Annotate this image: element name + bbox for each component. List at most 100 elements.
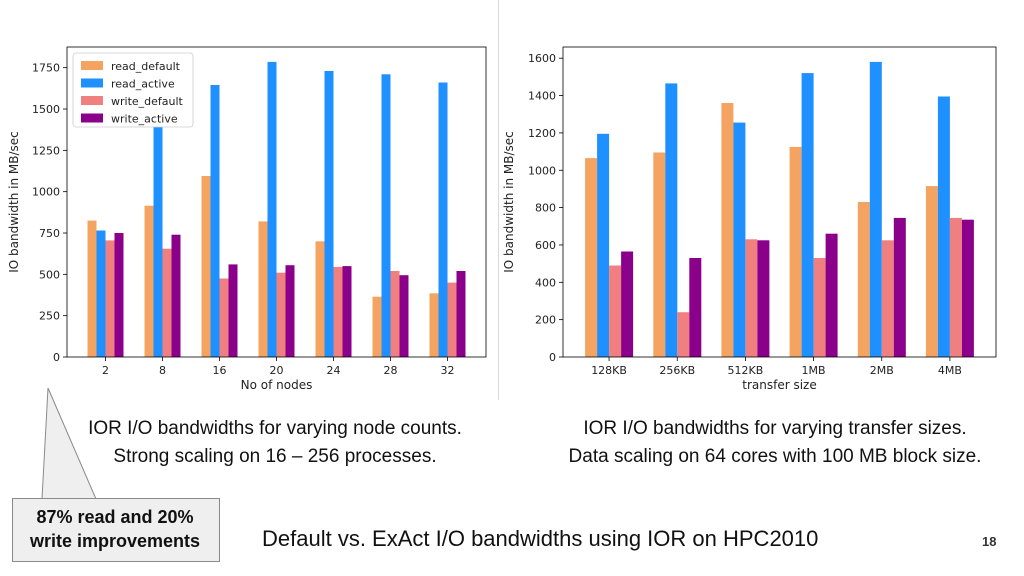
x-axis-label: transfer size: [742, 378, 816, 392]
y-tick-label: 500: [39, 268, 60, 281]
y-tick-label: 1250: [32, 144, 60, 157]
bar-write_active-8: [171, 234, 181, 357]
bar-write_default-2MB: [881, 240, 894, 357]
x-tick-label: 2: [102, 364, 109, 377]
right-caption-line2: Data scaling on 64 cores with 100 MB blo…: [568, 446, 982, 467]
bar-write_active-256KB: [689, 258, 702, 357]
bar-write_active-20: [285, 265, 295, 357]
y-tick-label: 0: [53, 351, 60, 364]
legend-label-write_default: write_default: [111, 95, 184, 108]
y-tick-label: 1400: [528, 90, 556, 103]
bar-read_default-32: [429, 293, 439, 357]
x-tick-label: 16: [213, 364, 227, 377]
y-axis-label: IO bandwidth in MB/sec: [502, 131, 516, 273]
y-tick-label: 600: [535, 239, 556, 252]
x-tick-label: 128KB: [591, 364, 627, 377]
bar-write_default-24: [333, 266, 343, 357]
bar-write_active-32: [456, 271, 466, 357]
bar-read_default-28: [372, 296, 382, 357]
bar-write_active-4MB: [961, 219, 974, 357]
bar-write_default-28: [390, 271, 400, 357]
bar-read_active-1MB: [801, 73, 814, 357]
bar-read_active-512KB: [733, 122, 746, 357]
bar-write_default-32: [447, 282, 457, 357]
y-tick-label: 1500: [32, 103, 60, 116]
bar-read_active-2: [96, 230, 106, 357]
slide-title: Default vs. ExAct I/O bandwidths using I…: [262, 526, 819, 551]
callout-line1: 87% read and 20%: [36, 507, 194, 527]
bar-write_active-28: [399, 275, 409, 357]
bar-write_default-16: [219, 278, 229, 357]
bar-read_active-2MB: [869, 61, 882, 358]
bar-read_default-24: [315, 241, 325, 357]
bar-read_default-4MB: [925, 186, 938, 357]
y-tick-label: 750: [39, 227, 60, 240]
bar-read_default-1MB: [789, 146, 802, 357]
x-axis-label: No of nodes: [241, 378, 313, 392]
bar-read_active-128KB: [597, 133, 610, 357]
bar-write_active-2MB: [893, 217, 906, 357]
legend-box: [72, 52, 194, 128]
right-caption: IOR I/O bandwidths for varying transfer …: [540, 415, 1010, 471]
bar-read_default-16: [201, 176, 211, 357]
callout-line2: write improvements: [29, 531, 201, 551]
y-tick-label: 800: [535, 202, 556, 215]
callout-text: 87% read and 20% write improvements: [12, 505, 218, 553]
bar-write_default-8: [162, 248, 172, 357]
x-tick-label: 4MB: [938, 364, 962, 377]
bar-write_default-20: [276, 272, 286, 357]
y-axis-label: IO bandwidth in MB/sec: [7, 131, 21, 273]
bar-read_active-256KB: [665, 83, 678, 358]
bar-read_default-512KB: [721, 103, 734, 357]
y-tick-label: 1000: [528, 164, 556, 177]
bar-read_active-16: [210, 85, 220, 357]
x-tick-label: 28: [384, 364, 398, 377]
callout-pointer-shape: [41, 387, 97, 500]
legend-label-read_active: read_active: [111, 78, 175, 91]
bar-read_active-20: [267, 61, 277, 358]
bar-write_default-2: [105, 240, 115, 357]
y-tick-label: 0: [549, 351, 556, 364]
bar-write_default-4MB: [949, 217, 962, 357]
bar-write_active-1MB: [825, 233, 838, 357]
callout-box: [12, 498, 220, 562]
right-caption-line1: IOR I/O bandwidths for varying transfer …: [583, 418, 967, 439]
x-tick-label: 256KB: [659, 364, 695, 377]
y-tick-label: 1000: [32, 186, 60, 199]
left-caption: IOR I/O bandwidths for varying node coun…: [60, 415, 490, 471]
left-caption-line1: IOR I/O bandwidths for varying node coun…: [88, 418, 462, 439]
legend-label-read_default: read_default: [111, 60, 181, 73]
x-tick-label: 1MB: [802, 364, 826, 377]
page-number: 18: [982, 534, 997, 549]
x-tick-label: 20: [270, 364, 284, 377]
x-tick-label: 8: [159, 364, 166, 377]
legend-swatch-write_default: [81, 96, 103, 105]
y-tick-label: 200: [535, 314, 556, 327]
plot-frame: [562, 46, 997, 358]
callout-pointer: [41, 387, 97, 500]
bar-write_active-24: [342, 266, 352, 357]
bar-read_default-256KB: [653, 152, 666, 357]
legend-swatch-read_default: [81, 61, 103, 70]
legend-label-write_active: write_active: [111, 113, 178, 126]
x-tick-label: 24: [327, 364, 341, 377]
bar-write_default-128KB: [609, 265, 622, 357]
y-tick-label: 250: [39, 310, 60, 323]
bar-read_active-32: [438, 82, 448, 357]
x-tick-label: 512KB: [728, 364, 764, 377]
bar-read_default-20: [258, 221, 268, 357]
bar-read_default-2MB: [857, 202, 870, 357]
bar-read_active-4MB: [937, 96, 950, 357]
legend-swatch-read_active: [81, 78, 103, 88]
bar-read_active-24: [324, 71, 334, 357]
legend-swatch-write_active: [81, 113, 103, 123]
bar-read_default-128KB: [585, 158, 598, 357]
panel-divider: [498, 0, 499, 400]
bar-write_default-256KB: [677, 312, 690, 357]
left-caption-line2: Strong scaling on 16 – 256 processes.: [113, 446, 437, 467]
bar-write_active-512KB: [757, 240, 770, 357]
y-tick-label: 1200: [528, 127, 556, 140]
x-tick-label: 32: [441, 364, 455, 377]
bar-write_active-128KB: [621, 251, 634, 357]
